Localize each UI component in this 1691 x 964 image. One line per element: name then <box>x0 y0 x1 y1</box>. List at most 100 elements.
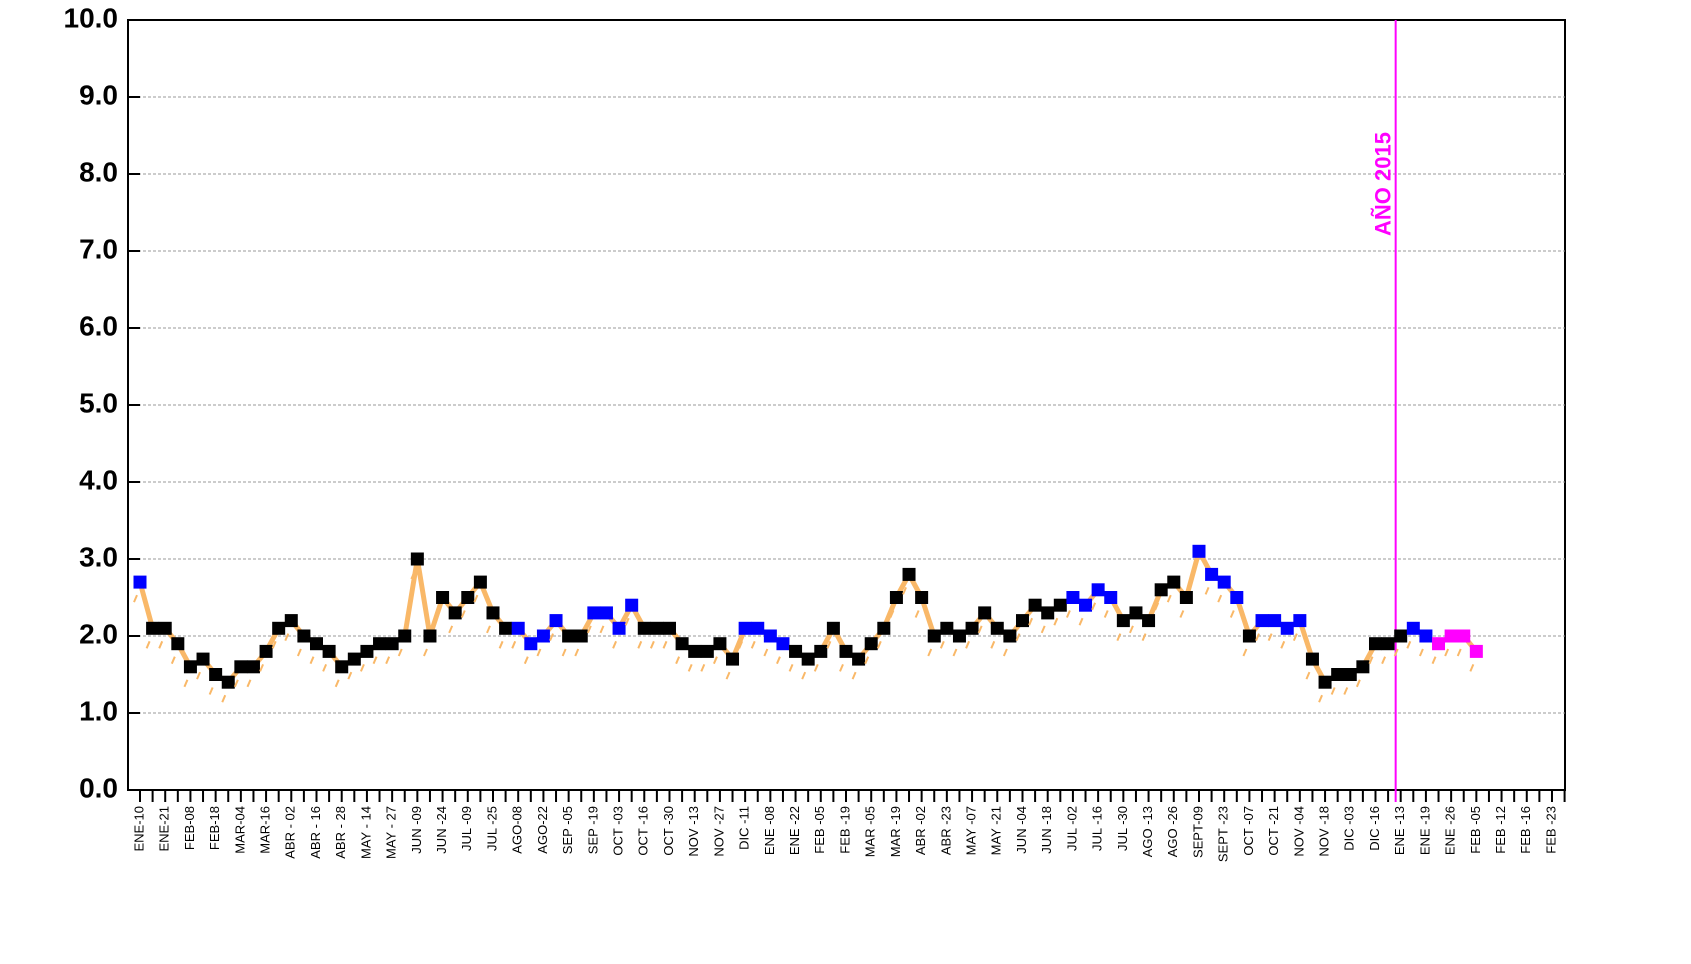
point <box>851 652 866 680</box>
point-shadow <box>851 671 857 680</box>
point <box>876 621 891 649</box>
point-marker <box>612 621 626 635</box>
point-marker <box>1394 629 1408 643</box>
point-shadow <box>965 640 970 649</box>
point-marker <box>1381 637 1395 651</box>
point-shadow <box>435 610 441 618</box>
point-shadow <box>1002 648 1008 657</box>
x-tick-label: AGO-08 <box>510 806 525 854</box>
point <box>145 621 160 649</box>
point <box>1116 614 1130 641</box>
point-shadow <box>1368 656 1374 665</box>
point-shadow <box>1053 617 1059 626</box>
point <box>599 606 613 634</box>
point-shadow <box>460 610 466 618</box>
point-marker <box>297 629 311 643</box>
x-tick-label: JUN -24 <box>434 806 449 854</box>
point <box>1141 614 1156 641</box>
point-marker <box>335 660 349 674</box>
point <box>889 591 903 618</box>
x-tick-label: ENE -13 <box>1392 806 1407 855</box>
x-tick-label: ENE -08 <box>762 806 777 855</box>
point-shadow <box>914 610 920 618</box>
point-marker <box>662 621 676 635</box>
point-marker <box>902 567 916 581</box>
x-tick-label: ENE -22 <box>787 806 802 855</box>
point-marker <box>322 644 336 658</box>
point-marker <box>1432 637 1446 651</box>
point-marker <box>1205 567 1219 581</box>
point <box>170 637 185 665</box>
point-marker <box>1293 614 1307 628</box>
point-marker <box>599 606 613 620</box>
point-marker <box>221 675 235 689</box>
point-shadow <box>322 664 328 672</box>
point-marker <box>461 591 475 604</box>
point-shadow <box>902 587 907 595</box>
point <box>1406 621 1420 649</box>
point <box>435 591 450 618</box>
point-shadow <box>1267 633 1273 641</box>
point <box>1330 668 1345 695</box>
x-tick-label: SEPT-09 <box>1190 806 1205 858</box>
point-shadow <box>1141 633 1147 641</box>
point <box>259 644 273 672</box>
y-tick-label: 8.0 <box>79 156 118 187</box>
point-marker <box>1015 614 1029 628</box>
point-shadow <box>864 656 870 665</box>
point <box>372 637 387 665</box>
x-tick-label: NOV -04 <box>1291 806 1306 857</box>
x-tick-label: JUN -04 <box>1014 806 1029 854</box>
point <box>1418 629 1433 657</box>
point-shadow <box>738 640 744 649</box>
point-shadow <box>1154 602 1160 611</box>
point-marker <box>373 637 387 651</box>
point-marker <box>398 629 412 643</box>
point-marker <box>1003 629 1017 643</box>
point-shadow <box>410 571 416 580</box>
point-shadow <box>246 679 252 688</box>
point-marker <box>1457 629 1471 643</box>
point <box>271 621 286 649</box>
point-shadow <box>296 648 302 657</box>
point <box>1431 637 1446 665</box>
x-tick-label: FEB -16 <box>1518 806 1533 854</box>
point <box>713 637 727 665</box>
point-shadow <box>284 633 290 641</box>
point-shadow <box>977 625 983 634</box>
point-shadow <box>952 648 958 657</box>
point-marker <box>423 629 437 643</box>
point <box>763 629 777 657</box>
point-shadow <box>713 656 718 665</box>
point-marker <box>1255 614 1269 628</box>
point-shadow <box>1242 648 1248 657</box>
point-marker <box>826 621 840 635</box>
point-marker <box>1041 606 1055 620</box>
point-shadow <box>1280 640 1286 649</box>
point-marker <box>562 629 576 643</box>
point-marker <box>1419 629 1433 643</box>
point <box>750 621 765 649</box>
point-shadow <box>624 617 630 626</box>
point-shadow <box>649 640 655 649</box>
point <box>1255 614 1269 641</box>
x-tick-label: AGO-22 <box>535 806 550 854</box>
point-shadow <box>700 664 706 672</box>
point-shadow <box>586 625 592 634</box>
point-shadow <box>1103 610 1109 618</box>
point <box>914 591 929 618</box>
point-shadow <box>1343 687 1349 695</box>
point-shadow <box>687 664 693 672</box>
point <box>233 660 248 688</box>
point <box>196 652 210 680</box>
x-tick-label: OCT -07 <box>1241 806 1256 856</box>
point <box>939 621 954 649</box>
point <box>523 637 538 665</box>
y-tick-label: 0.0 <box>79 772 118 803</box>
point-shadow <box>1292 633 1298 641</box>
point <box>687 644 702 672</box>
y-tick-label: 9.0 <box>79 79 118 110</box>
point <box>574 629 588 657</box>
x-tick-label: MAY - 14 <box>358 806 373 859</box>
